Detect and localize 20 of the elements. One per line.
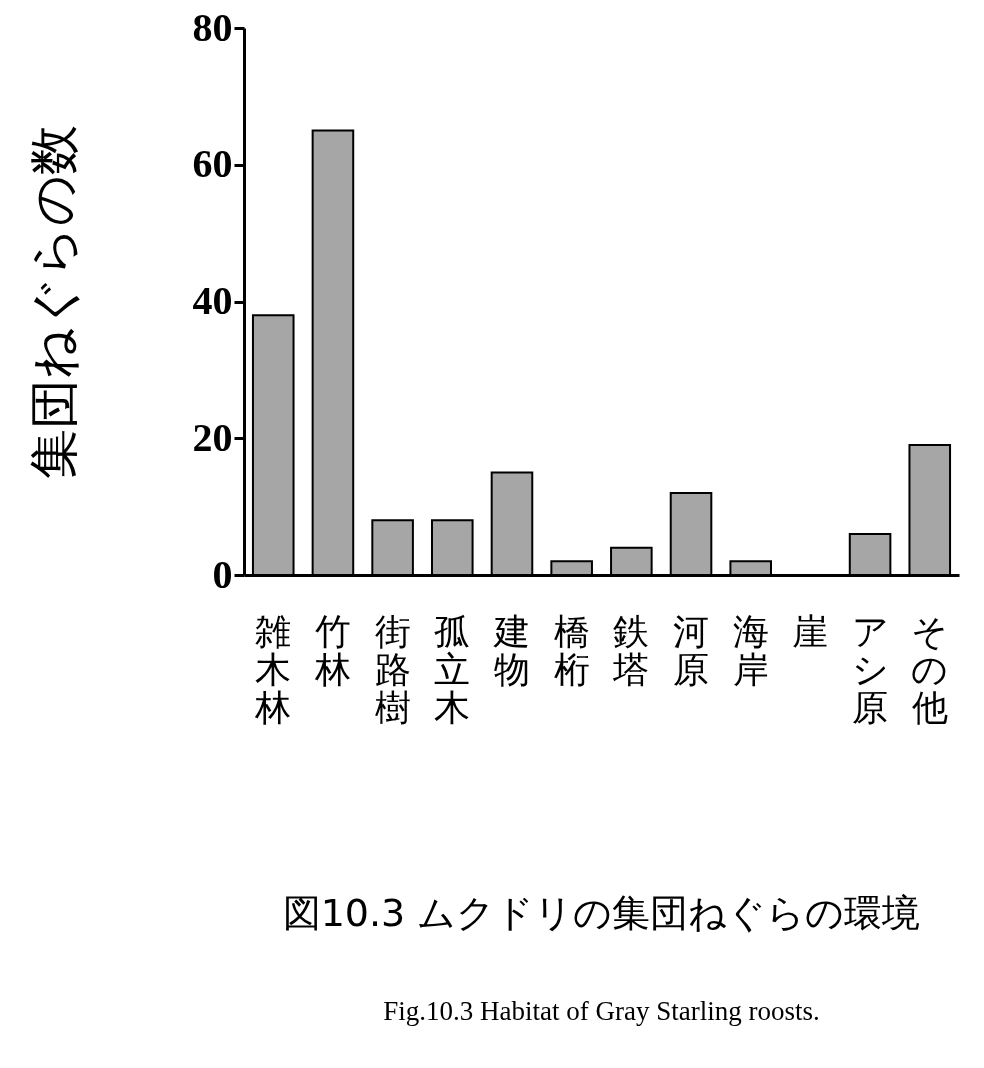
- x-tick-label: 海岸: [732, 610, 769, 690]
- y-tick-label: 0: [212, 551, 233, 597]
- y-axis-title: 集団ねぐらの数: [24, 125, 83, 479]
- text: 図10.3 ムクドリの集団ねぐらの環境: [282, 891, 921, 935]
- x-tick-label: 河原: [673, 610, 710, 690]
- x-tick-label: その他: [911, 610, 949, 728]
- x-tick-label: 鉄塔: [612, 610, 650, 690]
- x-tick-label: アシ原: [851, 610, 889, 728]
- x-tick-label: 崖: [792, 610, 829, 652]
- x-tick-label: 雑木林: [254, 610, 292, 728]
- x-tick-label: 竹林: [313, 610, 351, 690]
- text: Fig.10.3 Habitat of Gray Starling roosts.: [383, 996, 820, 1026]
- y-tick-label: 80: [192, 4, 233, 50]
- y-tick-label: 40: [192, 278, 233, 323]
- x-tick-label: 橋桁: [553, 610, 590, 690]
- x-tick-label: 孤立木: [434, 610, 471, 728]
- y-tick-label: 60: [192, 141, 233, 187]
- y-tick-label: 20: [192, 414, 233, 460]
- x-tick-label: 街路樹: [374, 610, 411, 728]
- x-tick-label: 建物: [492, 610, 530, 690]
